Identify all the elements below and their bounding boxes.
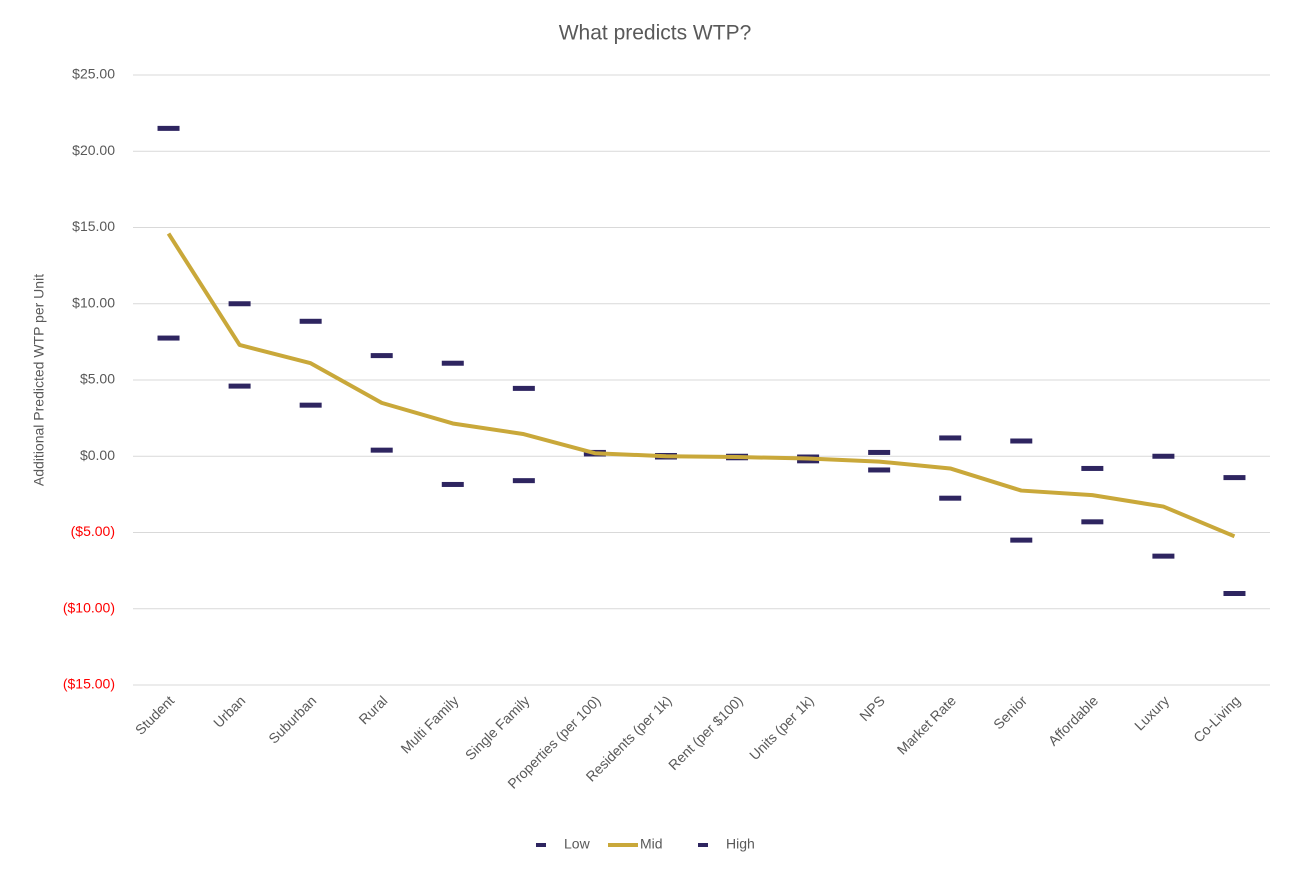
- dash-marker: [1010, 438, 1033, 444]
- x-tick-label: Luxury: [1131, 692, 1172, 733]
- dash-marker: [441, 360, 464, 366]
- dash-marker: [157, 125, 180, 131]
- y-tick-label: $25.00: [72, 66, 115, 82]
- y-tick-label: $0.00: [80, 447, 115, 463]
- dash-marker: [1152, 453, 1175, 459]
- dash-marker: [868, 467, 891, 473]
- dash-marker: [370, 447, 393, 453]
- dash-marker: [441, 481, 464, 487]
- x-tick-label: Rent (per $100): [665, 692, 746, 773]
- legend-swatch: [536, 843, 546, 847]
- dash-marker: [512, 385, 535, 391]
- legend-label: Mid: [640, 836, 663, 852]
- x-tick-label: Student: [132, 692, 178, 738]
- dash-marker: [939, 435, 962, 441]
- x-tick-label: NPS: [856, 692, 888, 724]
- dash-marker: [939, 495, 962, 501]
- x-tick-label: Co-Living: [1190, 692, 1243, 745]
- dash-marker: [1223, 591, 1246, 596]
- x-tick-label: Suburban: [265, 692, 319, 746]
- dash-marker: [1152, 553, 1175, 559]
- y-axis-label: Additional Predicted WTP per Unit: [31, 274, 47, 486]
- y-tick-label: $5.00: [80, 371, 115, 387]
- dash-marker: [299, 318, 322, 324]
- y-tick-label: ($15.00): [63, 676, 115, 692]
- y-tick-label: $20.00: [72, 142, 115, 158]
- x-tick-label: Senior: [990, 692, 1030, 732]
- x-tick-label: Multi Family: [397, 692, 461, 756]
- legend-label: High: [726, 836, 755, 852]
- dash-marker: [228, 301, 251, 307]
- dash-marker: [370, 353, 393, 359]
- y-tick-label: $10.00: [72, 294, 115, 310]
- chart-title: What predicts WTP?: [559, 22, 752, 45]
- dash-marker: [868, 449, 891, 455]
- dash-marker: [1081, 519, 1104, 525]
- dash-marker: [157, 335, 180, 341]
- y-tick-label: ($5.00): [71, 523, 115, 539]
- legend-label: Low: [564, 836, 591, 852]
- x-tick-label: Market Rate: [894, 692, 959, 757]
- y-tick-label: $15.00: [72, 218, 115, 234]
- dash-marker: [797, 458, 820, 464]
- y-tick-label: ($10.00): [63, 599, 115, 615]
- dash-marker: [1010, 537, 1033, 543]
- x-tick-label: Rural: [355, 692, 390, 727]
- dash-marker: [1081, 465, 1104, 471]
- x-tick-label: Units (per 1k): [746, 692, 817, 763]
- legend-swatch: [698, 843, 708, 847]
- x-tick-label: Affordable: [1045, 692, 1101, 748]
- x-tick-label: Urban: [210, 692, 248, 730]
- series-line: [166, 232, 1236, 539]
- dash-marker: [228, 383, 251, 389]
- dash-marker: [512, 478, 535, 484]
- x-tick-label: Single Family: [462, 692, 533, 763]
- dash-marker: [299, 402, 322, 408]
- dash-marker: [1223, 475, 1246, 481]
